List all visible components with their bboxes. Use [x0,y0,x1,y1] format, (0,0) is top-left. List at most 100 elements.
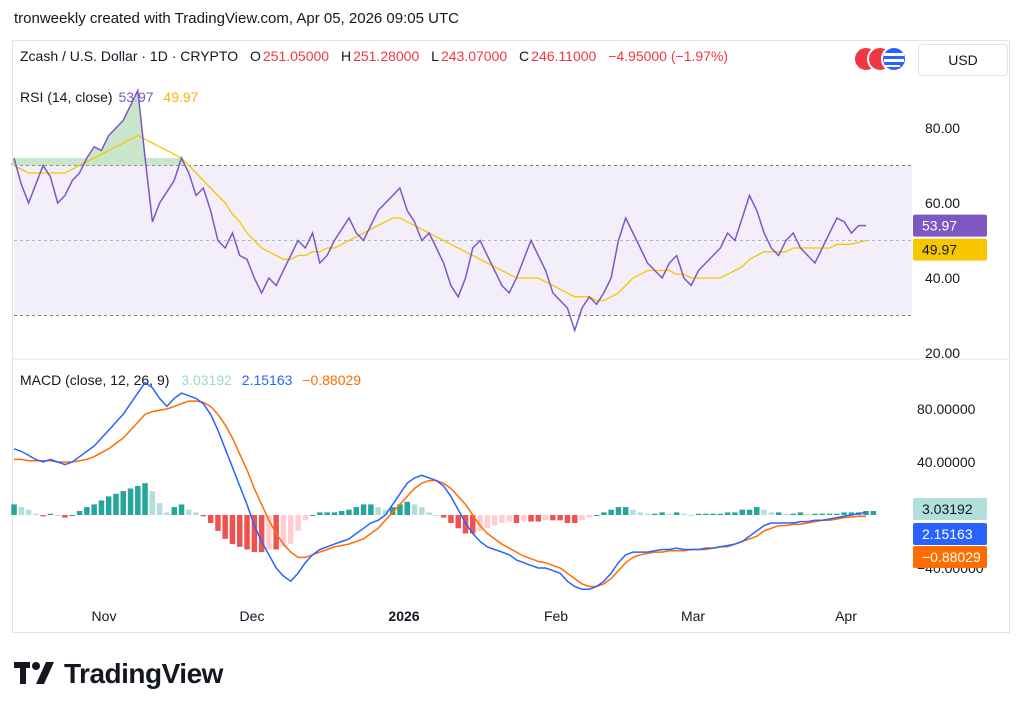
macd-histogram-bar [579,515,585,521]
macd-histogram-bar [455,515,461,529]
macd-histogram-bar [237,515,243,547]
macd-signal-line [14,400,867,588]
macd-legend[interactable]: MACD (close, 12, 26, 9) 3.03192 2.15163 … [20,372,363,388]
close-value: 246.11000 [531,48,597,64]
symbol-legend[interactable]: Zcash / U.S. Dollar · 1D · CRYPTO O 251.0… [20,48,730,64]
macd-histogram-bar [826,513,833,515]
macd-hist-value-tag-bg [913,498,987,520]
macd-histogram-bar [586,515,593,518]
chart-frame [12,40,1010,633]
macd-histogram-bar [98,500,105,515]
macd-histogram-bar [251,515,258,553]
macd-histogram-bar [84,507,90,515]
x-axis-label: Nov [92,608,117,624]
macd-histogram-bar [18,507,25,515]
macd-histogram-bar [819,513,826,515]
macd-histogram-bar [411,504,418,515]
macd-histogram-bar [76,511,83,515]
macd-histogram-bar [775,512,782,515]
high-label: H [340,48,352,64]
macd-signal-legend-value: −0.88029 [302,372,362,388]
macd-histogram-bar [353,507,359,515]
macd-histogram-bar [120,491,126,515]
rsi-y-tick-label: 20.00 [925,345,960,361]
rsi-ma-line [13,134,867,302]
macd-histogram-bar [229,515,236,545]
macd-histogram-bar [127,488,134,515]
macd-histogram-bar [113,493,119,515]
macd-histogram-bar [171,507,177,515]
macd-histogram-bar [164,512,170,515]
rsi-ma-value-tag-bg [913,238,987,261]
open-value: 251.05000 [262,48,330,64]
macd-histogram-bar [207,515,214,523]
macd-histogram-bar [746,509,753,515]
macd-y-tick-label: 80.00000 [917,401,976,417]
low-value: 243.07000 [440,48,508,64]
close-label: C [519,48,530,64]
macd-histogram-bar [790,513,796,515]
macd-histogram-bar [135,485,141,515]
macd-histogram-bar [288,515,294,545]
macd-histogram-bar [62,515,68,518]
macd-histogram-bar [215,515,221,531]
macd-histogram-bar [601,512,607,515]
macd-histogram-bar [739,509,745,515]
macd-histogram-bar [615,507,622,515]
rsi-band [14,165,912,316]
macd-histogram-bar [608,509,614,515]
macd-histogram-bar [484,515,491,529]
macd-histogram-bar [797,512,804,515]
macd-histogram-bar [550,515,556,521]
macd-histogram-bar [834,513,840,515]
macd-histogram-bar [637,512,643,515]
macd-histogram-bar [433,515,440,516]
macd-histogram-bar [688,515,694,516]
change-value: −4.95000 (−1.97%) [608,48,729,64]
rsi-y-tick-label: 40.00 [925,270,960,286]
tradingview-logo: TradingView [14,658,223,690]
us-flag-icon[interactable] [852,45,910,73]
macd-histogram-bar [389,507,396,515]
macd-line [13,381,867,590]
currency-selector[interactable]: USD [918,44,1008,76]
macd-histogram-bar [506,515,512,522]
macd-histogram-bar [302,515,309,521]
macd-histogram-bar [317,512,323,515]
rsi-y-tick-label: 60.00 [925,195,960,211]
macd-histogram-bar [805,513,811,515]
rsi-value-tag-bg [913,214,987,237]
macd-histogram-bar [222,515,228,539]
x-axis-label: 2026 [388,608,419,624]
macd-histogram-bar [717,513,724,515]
macd-histogram-bar [193,512,199,515]
macd-histogram-bar [186,509,192,515]
macd-histogram-bar [105,496,112,515]
macd-histogram-bar [528,515,534,522]
macd-histogram-bar [499,515,505,523]
macd-histogram-bar [870,511,877,515]
macd-histogram-bar [630,509,636,515]
macd-histogram-bar [178,504,185,515]
macd-histogram-bar [47,513,54,515]
macd-histogram-bar [477,515,483,531]
macd-histogram-bar [724,512,731,515]
macd-histogram-bar [564,515,571,523]
macd-histogram-bar [542,515,549,521]
macd-histogram-bar [397,504,403,515]
rsi-y-tick-label: 80.00 [925,120,960,136]
macd-histogram-bar [25,509,32,515]
rsi-value-tag: 53.97 [922,218,957,234]
macd-histogram-bar [681,513,687,515]
macd-histogram-bar [360,504,367,515]
macd-histogram-bar [623,507,629,515]
low-label: L [431,48,439,64]
macd-histogram-bar [703,513,709,515]
macd-histogram-bar [280,515,287,547]
rsi-overbought-fill [10,90,186,166]
macd-histogram-bar [368,504,374,515]
macd-histogram-bar [309,515,316,516]
macd-histogram-bar [339,511,345,515]
macd-histogram-bar [295,515,301,531]
